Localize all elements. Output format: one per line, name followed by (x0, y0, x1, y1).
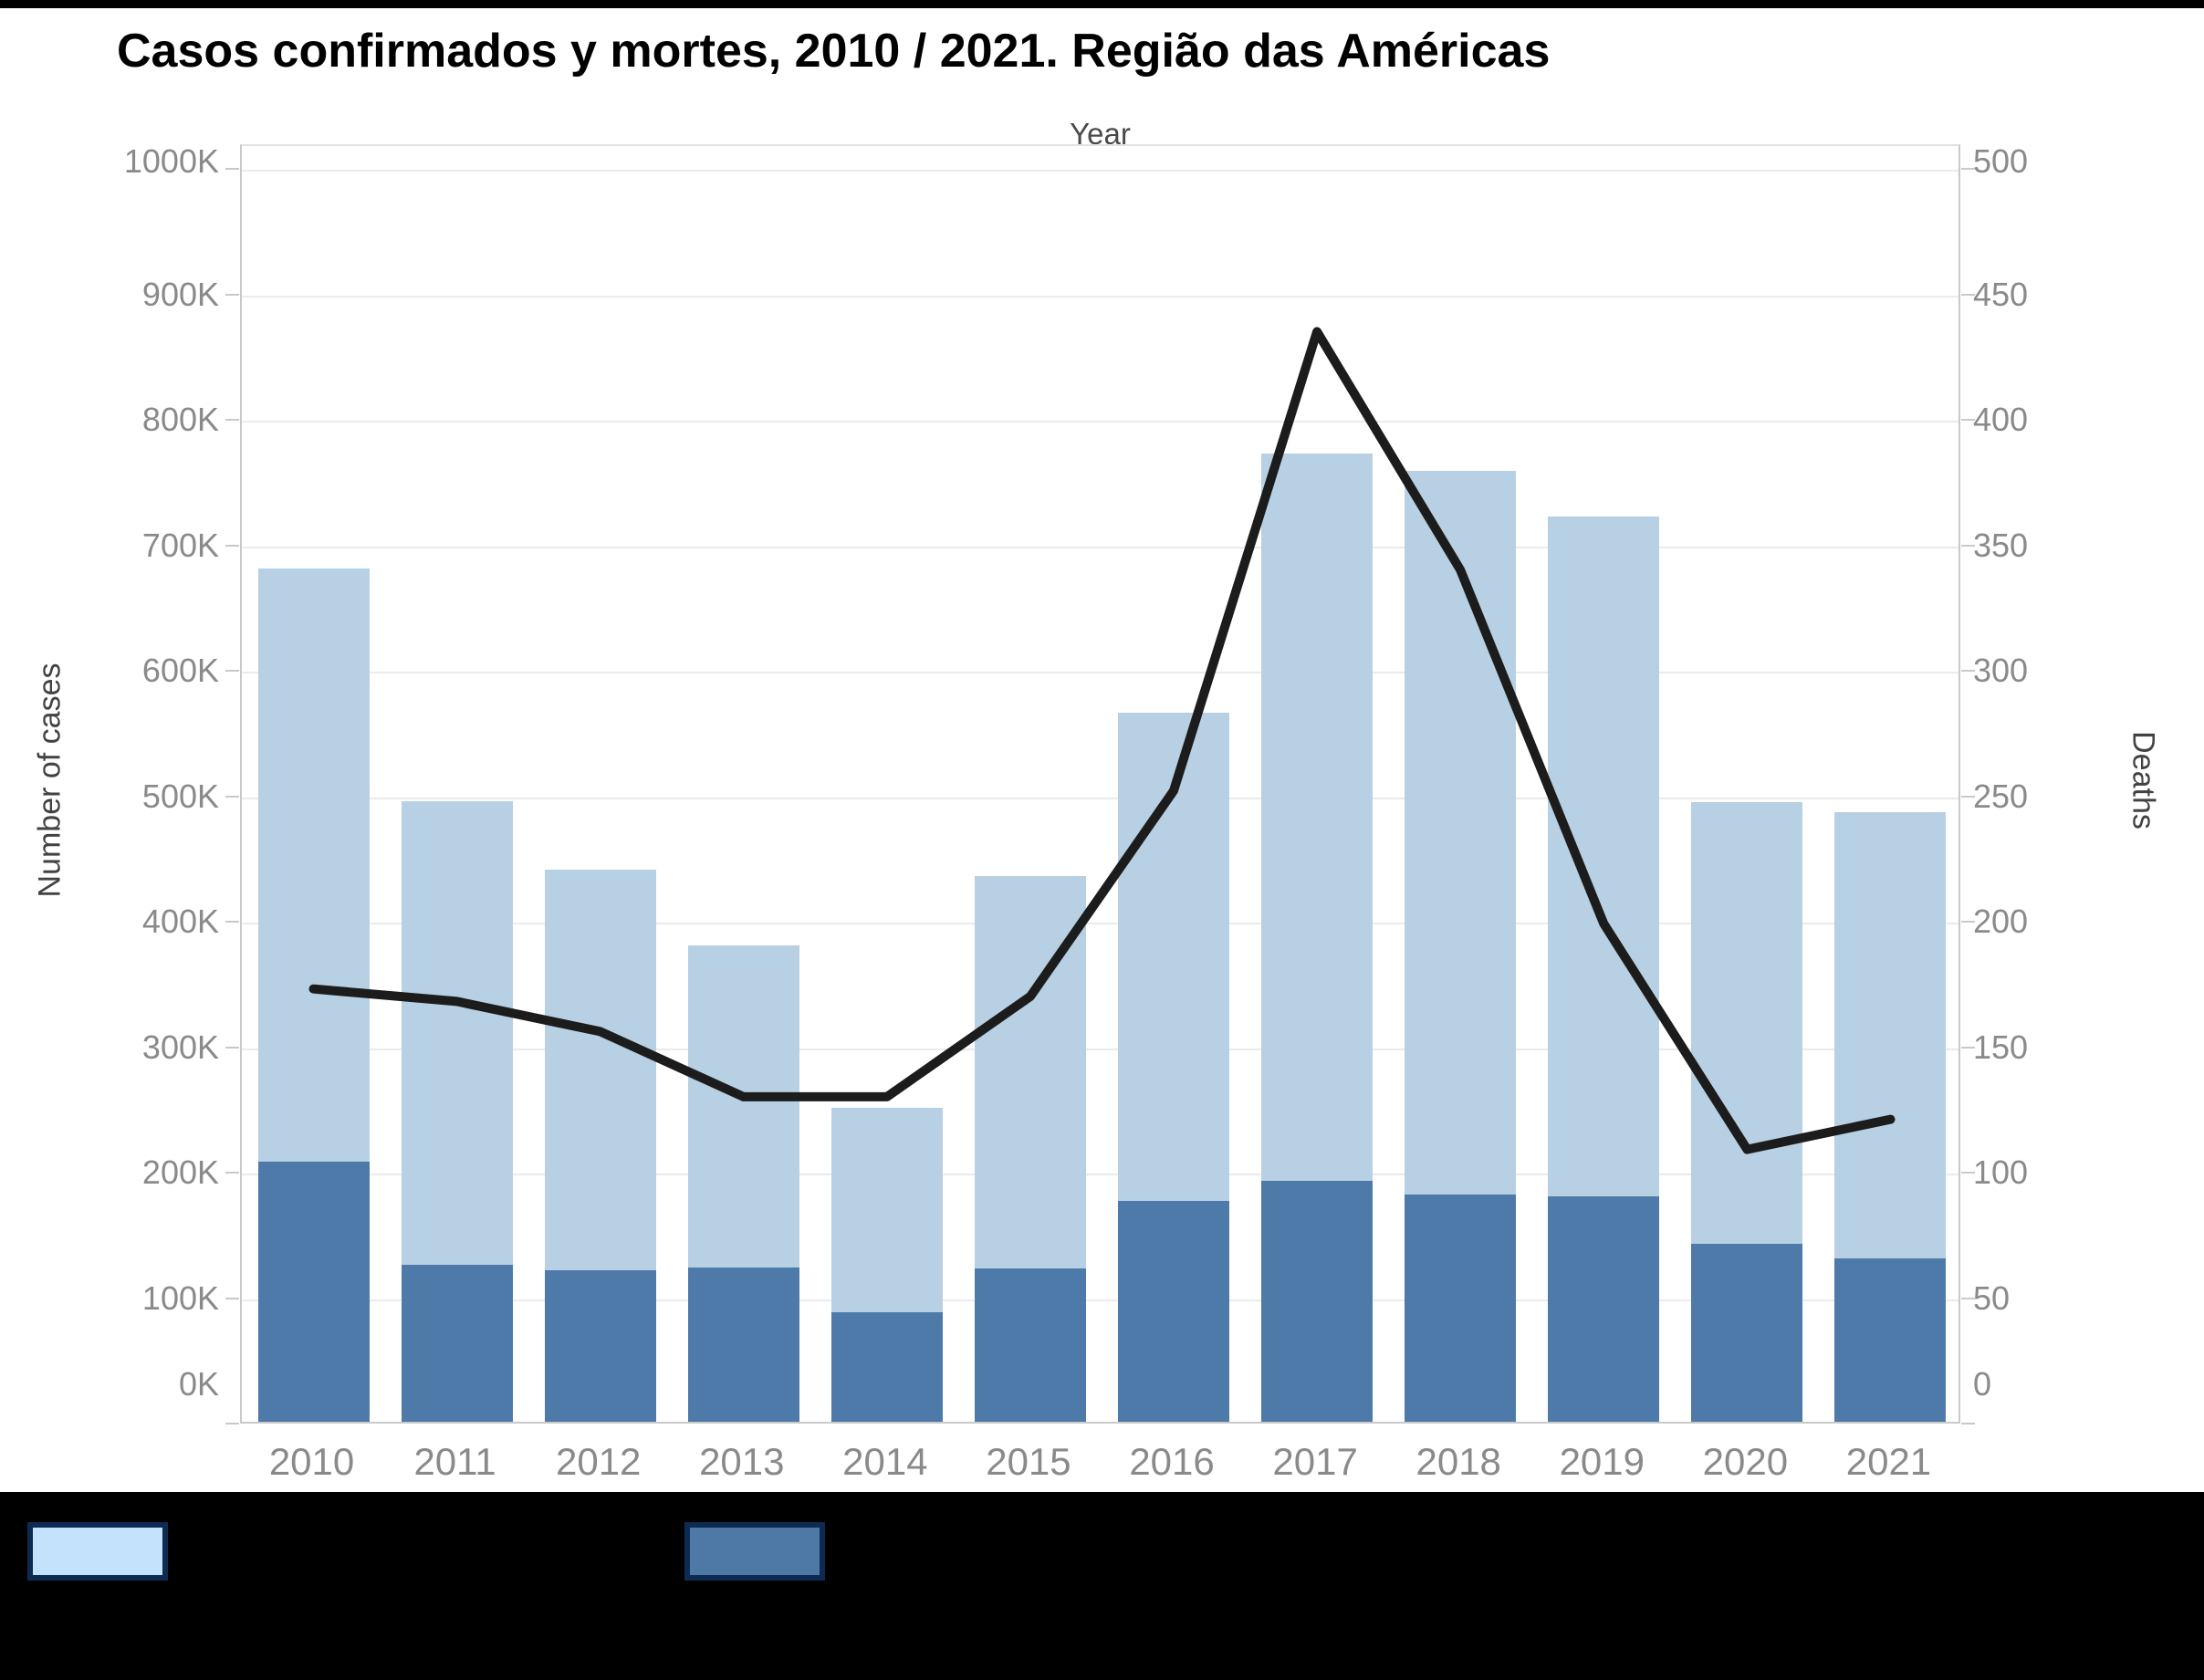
cases-confirmed-bar-2021[interactable] (1834, 1258, 1947, 1422)
tick-mark (225, 1046, 239, 1049)
tick-mark (225, 168, 239, 171)
y-tick-left-600K: 600K (141, 652, 219, 690)
tick-mark (225, 544, 239, 547)
y-tick-left-500K: 500K (141, 777, 219, 815)
top-black-strip (0, 0, 2204, 8)
cases-confirmed-bar-2014[interactable] (830, 1312, 943, 1422)
cases-confirmed-bar-2019[interactable] (1548, 1195, 1660, 1422)
gridline-800K (242, 421, 1959, 423)
tick-mark (225, 1423, 239, 1424)
tick-mark (225, 921, 239, 923)
cases-confirmed-bar-2011[interactable] (401, 1265, 513, 1422)
tick-mark (1961, 1046, 1975, 1049)
y-axis-right-title: Deaths (2126, 731, 2161, 830)
legend-swatch-cases-total[interactable] (27, 1522, 168, 1581)
y-tick-left-400K: 400K (141, 903, 219, 941)
chart-title: Casos confirmados y mortes, 2010 / 2021.… (117, 25, 1551, 78)
y-tick-left-300K: 300K (141, 1028, 219, 1066)
y-tick-right-200: 200 (1973, 903, 2029, 941)
tick-mark (225, 1172, 239, 1174)
x-tick-2016: 2016 (1129, 1440, 1215, 1483)
y-tick-left-100K: 100K (141, 1278, 219, 1317)
legend-swatch-cases-confirmed[interactable] (684, 1522, 825, 1581)
tick-mark (225, 795, 239, 798)
gridline-600K (242, 672, 1959, 674)
y-tick-right-50: 50 (1973, 1278, 2011, 1317)
x-tick-2010: 2010 (268, 1440, 355, 1483)
gridline-100K (242, 1299, 1959, 1301)
tick-mark (225, 1297, 239, 1299)
tick-mark (225, 670, 239, 673)
x-tick-2014: 2014 (842, 1440, 928, 1483)
gridline-500K (242, 797, 1959, 799)
tick-mark (1961, 670, 1975, 673)
tick-mark (1961, 921, 1975, 923)
cases-confirmed-bar-2018[interactable] (1405, 1195, 1517, 1422)
y-axis-left-title: Number of cases (32, 663, 68, 898)
x-tick-2011: 2011 (413, 1440, 496, 1483)
y-tick-right-250: 250 (1973, 777, 2029, 815)
y-tick-left-800K: 800K (141, 401, 219, 439)
y-tick-right-150: 150 (1973, 1028, 2029, 1066)
x-tick-2021: 2021 (1845, 1440, 1932, 1483)
tick-mark (1961, 293, 1975, 296)
y-tick-right-0: 0 (1973, 1365, 1992, 1403)
y-tick-left-0K: 0K (178, 1365, 219, 1403)
cases-confirmed-bar-2017[interactable] (1261, 1181, 1374, 1422)
cases-confirmed-bar-2012[interactable] (544, 1269, 656, 1422)
tick-mark (1961, 419, 1975, 422)
x-tick-2018: 2018 (1415, 1440, 1501, 1483)
gridline-200K (242, 1174, 1959, 1176)
tick-mark (1961, 1297, 1975, 1299)
gridline-700K (242, 546, 1959, 548)
tick-mark (1961, 1423, 1975, 1424)
y-tick-right-350: 350 (1973, 526, 2029, 564)
tick-mark (1961, 1172, 1975, 1174)
cases-confirmed-bar-2013[interactable] (687, 1267, 799, 1422)
deaths-line-layer (308, 327, 1896, 1154)
tick-mark (225, 293, 239, 296)
gridline-300K (242, 1048, 1959, 1050)
y-tick-left-700K: 700K (141, 526, 219, 564)
y-tick-right-400: 400 (1973, 401, 2029, 439)
cases-confirmed-bar-2015[interactable] (974, 1268, 1086, 1422)
legend-bar (0, 1492, 2204, 1680)
y-tick-left-200K: 200K (141, 1153, 219, 1192)
cases-confirmed-bar-2016[interactable] (1118, 1201, 1230, 1422)
x-tick-2019: 2019 (1559, 1440, 1645, 1483)
tick-mark (225, 419, 239, 422)
x-tick-2017: 2017 (1272, 1440, 1358, 1483)
tick-mark (1961, 168, 1975, 171)
y-tick-right-450: 450 (1973, 275, 2029, 313)
y-tick-right-500: 500 (1973, 142, 2029, 181)
gridline-900K (242, 295, 1959, 297)
gridline-400K (242, 923, 1959, 925)
x-tick-2015: 2015 (986, 1440, 1071, 1483)
y-tick-right-300: 300 (1973, 652, 2029, 690)
tick-mark (1961, 544, 1975, 547)
x-tick-2020: 2020 (1702, 1440, 1789, 1483)
plot-area (240, 144, 1960, 1424)
tick-mark (1961, 795, 1975, 798)
y-tick-left-1000K: 1000K (123, 142, 219, 181)
deaths-line[interactable] (308, 327, 1896, 1154)
x-tick-2013: 2013 (699, 1440, 785, 1483)
y-tick-right-100: 100 (1973, 1153, 2029, 1192)
y-tick-left-900K: 900K (141, 275, 219, 313)
cases-confirmed-bar-2020[interactable] (1691, 1243, 1803, 1422)
x-tick-2012: 2012 (555, 1440, 642, 1483)
cases-confirmed-bar-2010[interactable] (257, 1162, 370, 1422)
gridline-1000K (242, 170, 1959, 172)
